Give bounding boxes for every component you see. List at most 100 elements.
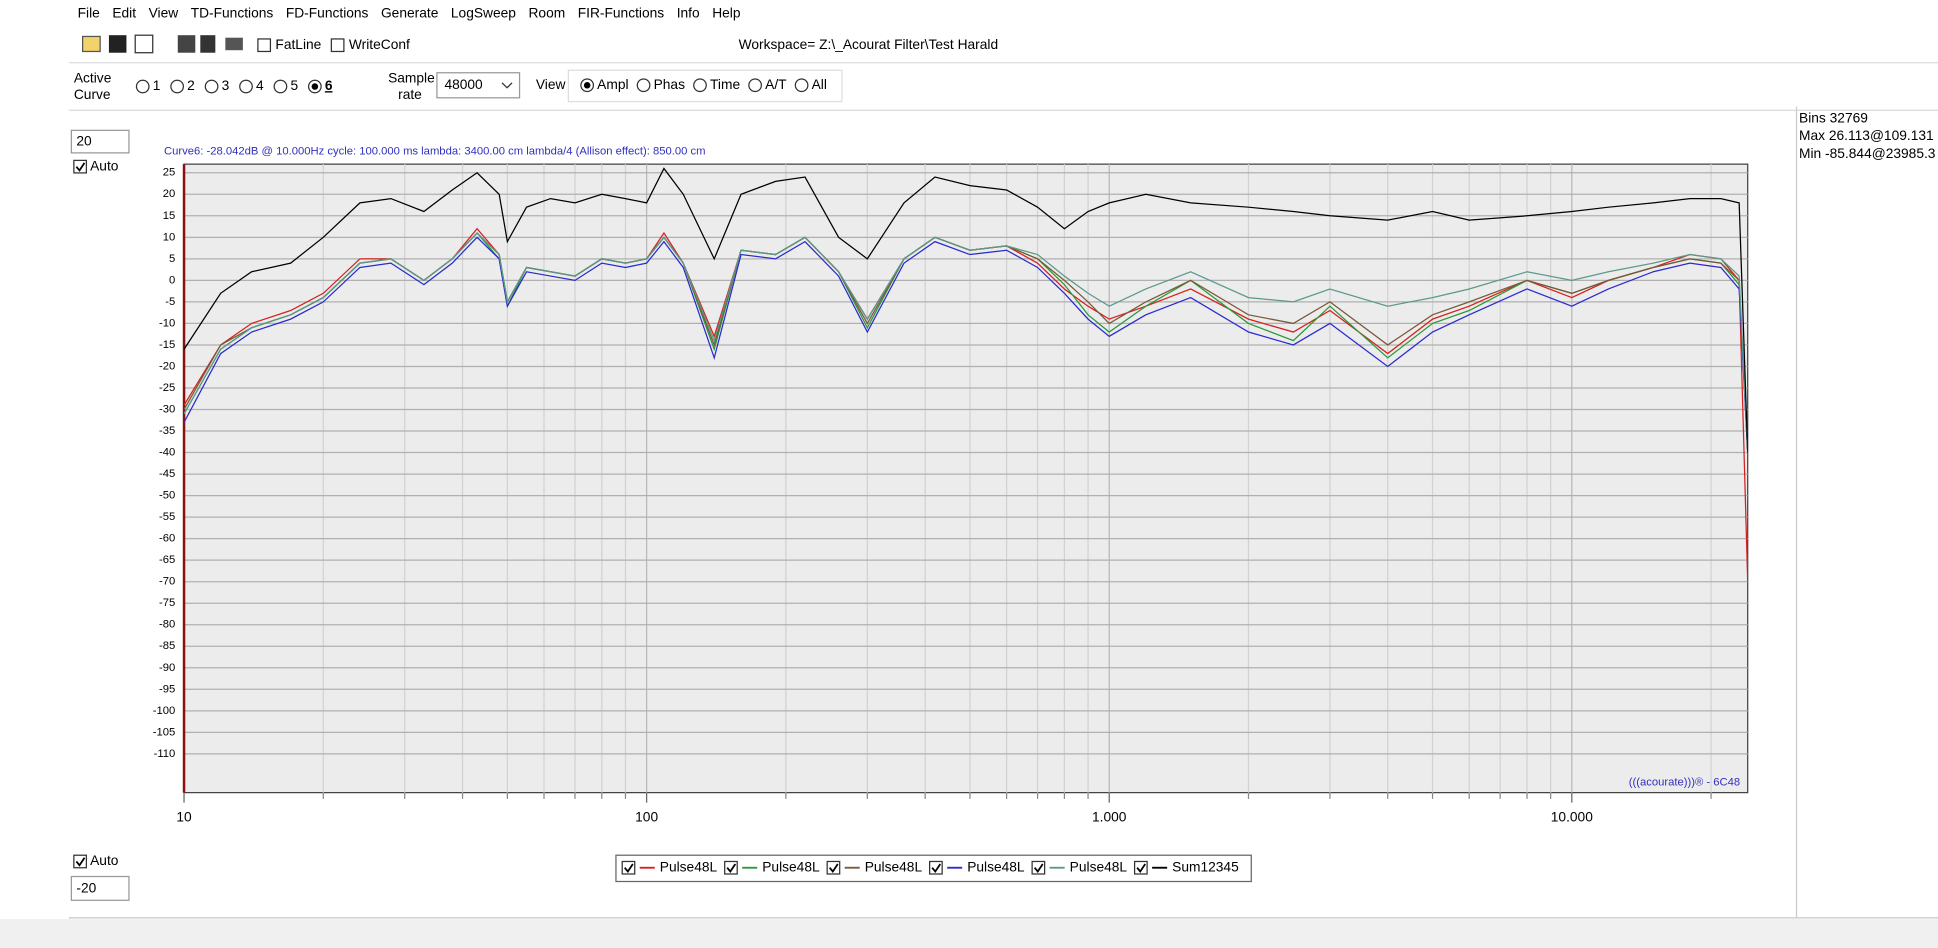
- y-tick-label: -45: [159, 468, 175, 480]
- y-tick-label: -95: [159, 683, 175, 695]
- y-tick-label: -20: [159, 360, 175, 372]
- y-tick-label: -35: [159, 425, 175, 437]
- y-tick-label: 15: [163, 210, 176, 222]
- checkmark: [75, 857, 86, 867]
- radio-button[interactable]: [693, 78, 707, 93]
- menu-item[interactable]: LogSweep: [451, 6, 516, 21]
- y-tick-label: -25: [159, 382, 175, 394]
- camera-icon[interactable]: [225, 37, 243, 51]
- y-tick-label: -5: [165, 296, 175, 308]
- workspace-label: Workspace= Z:\_Acourat Filter\Test Haral…: [739, 37, 998, 52]
- y-tick-label: -55: [159, 511, 175, 523]
- delete-icon[interactable]: [177, 35, 196, 53]
- y-tick-label: 5: [169, 253, 175, 265]
- radio-dot: [583, 82, 591, 89]
- y-tick-label: -30: [159, 403, 175, 415]
- list-icon[interactable]: [134, 34, 154, 54]
- y-tick-label: -90: [159, 662, 175, 674]
- series-line: [184, 167, 1748, 453]
- dropdown-arrow: [501, 82, 513, 89]
- side-panel: 20 Auto Auto -20 Bins 32769 Max 26.113@109.13…: [70, 111, 1936, 901]
- y-max-value: 20: [76, 133, 92, 148]
- menu-bar: File Edit View TD-Functions FD-Functions Gene…: [78, 6, 741, 21]
- menu-item[interactable]: FIR-Functions: [578, 6, 665, 21]
- menu-item[interactable]: Room: [528, 6, 565, 21]
- sample-rate-value: 48000: [444, 77, 483, 92]
- radio-button[interactable]: [636, 78, 651, 93]
- menu-item[interactable]: FD-Functions: [286, 6, 369, 21]
- legend-frame: [615, 854, 1252, 883]
- legend-label: Pulse48L: [762, 859, 820, 874]
- radio-button[interactable]: [170, 79, 185, 94]
- y-tick-label: -100: [153, 705, 176, 717]
- sample-rate-select[interactable]: [436, 72, 521, 99]
- curve-option: 6: [325, 78, 333, 93]
- y-tick-label: 0: [169, 274, 175, 286]
- radio-button[interactable]: [204, 79, 219, 94]
- y-tick-label: -40: [159, 447, 175, 459]
- radio-button[interactable]: [748, 78, 763, 93]
- menu-item[interactable]: Help: [712, 6, 741, 21]
- y-tick-label: -105: [153, 726, 176, 738]
- checkmark: [726, 863, 737, 873]
- toolbar-icons: [82, 34, 243, 54]
- y-tick-label: -60: [159, 533, 175, 545]
- trash-icon[interactable]: [200, 35, 216, 53]
- auto-label: Auto: [90, 158, 119, 173]
- info-line: Bins 32769: [1799, 111, 1868, 126]
- view-option: Phas: [654, 77, 685, 92]
- toolbar: FatLine WriteConf: [257, 37, 410, 53]
- y-min-value: -20: [76, 881, 96, 896]
- sample-rate-label: rate: [398, 87, 422, 102]
- view-option: A/T: [765, 77, 787, 92]
- x-tick-label: 10: [176, 809, 192, 824]
- cursor-info: Curve6: -28.042dB @ 10.000Hz cycle: 100.…: [164, 146, 706, 158]
- y-tick-label: -10: [159, 317, 175, 329]
- checkmark: [1136, 863, 1146, 873]
- series-line: [184, 232, 1748, 453]
- menu-item[interactable]: Generate: [381, 6, 439, 21]
- y-tick-label: -85: [159, 640, 175, 652]
- y-min-input[interactable]: [70, 875, 130, 901]
- checkmark: [624, 863, 634, 873]
- x-tick-label: 100: [635, 809, 658, 824]
- y-tick-label: -110: [154, 748, 176, 760]
- radio-dot: [311, 83, 319, 90]
- checkmark: [75, 162, 86, 172]
- controls-frame: [567, 69, 843, 103]
- open-icon[interactable]: [82, 35, 101, 53]
- radio-button[interactable]: [273, 79, 288, 94]
- active-curve-label: Active: [74, 71, 112, 86]
- menu-item[interactable]: View: [149, 6, 179, 21]
- y-max-input[interactable]: [70, 129, 130, 154]
- menu-item[interactable]: File: [78, 6, 101, 21]
- view-option: Ampl: [597, 77, 628, 92]
- legend-label: Pulse48L: [1070, 859, 1128, 874]
- x-tick-label: 1.000: [1092, 809, 1127, 824]
- checkmark: [931, 863, 942, 873]
- checkbox-label: WriteConf: [349, 37, 410, 52]
- curve-option: 3: [222, 78, 230, 93]
- info-line: Max 26.113@109.131: [1799, 128, 1934, 143]
- radio-button[interactable]: [239, 79, 253, 94]
- watermark: (((acourate)))® - 6C48: [1629, 777, 1740, 789]
- menu-item[interactable]: TD-Functions: [191, 6, 274, 21]
- y-tick-label: -75: [159, 597, 175, 609]
- y-tick-label: -70: [159, 576, 175, 588]
- radio-button[interactable]: [135, 79, 150, 94]
- x-tick-label: 10.000: [1551, 809, 1593, 824]
- info-line: Min -85.844@23985.3: [1799, 146, 1936, 161]
- menu-item[interactable]: Edit: [112, 6, 136, 21]
- checkbox[interactable]: [257, 38, 272, 53]
- view-option: Time: [710, 77, 740, 92]
- auto-label: Auto: [90, 853, 119, 868]
- menu-item[interactable]: Info: [677, 6, 700, 21]
- save-icon[interactable]: [108, 35, 127, 53]
- legend-label: Pulse48L: [865, 859, 923, 874]
- checkbox[interactable]: [330, 38, 345, 53]
- legend: Pulse48L Pulse48L Pulse48L Pulse48L Pulse48L…: [615, 854, 1252, 883]
- checkmark: [828, 863, 839, 873]
- y-tick-label: 25: [163, 167, 176, 179]
- radio-button[interactable]: [794, 78, 809, 93]
